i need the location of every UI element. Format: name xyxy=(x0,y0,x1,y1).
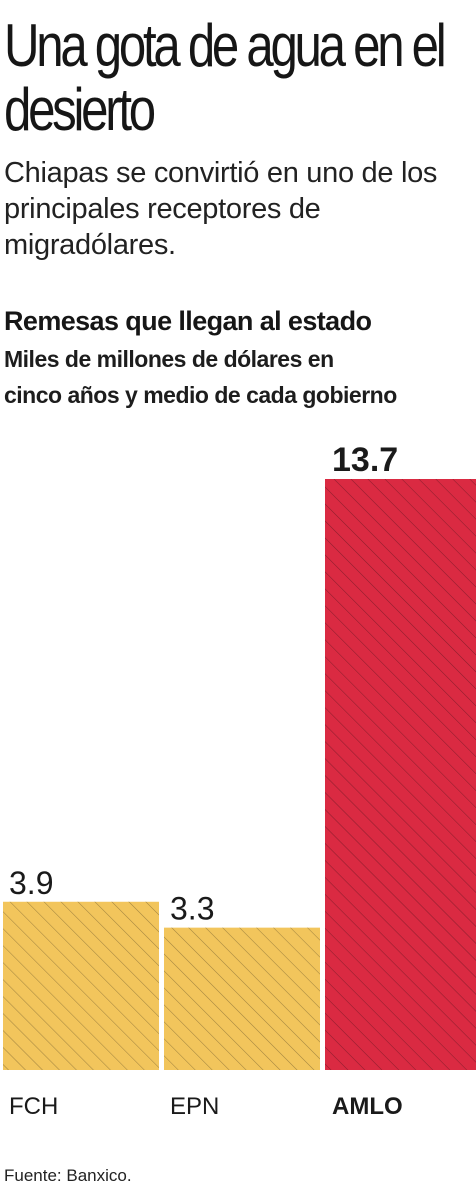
chart-subtitle-line-1: Miles de millones de dólares en xyxy=(4,346,334,372)
value-label-epn: 3.3 xyxy=(170,891,214,927)
bar-hatch-fch xyxy=(3,901,159,1070)
bars-layer xyxy=(3,479,476,1070)
chart-title: Remesas que llegan al estado xyxy=(4,306,372,336)
category-label-amlo: AMLO xyxy=(332,1093,403,1120)
value-label-amlo: 13.7 xyxy=(332,441,398,479)
chart-subtitle: Miles de millones de dólares en cinco añ… xyxy=(4,341,476,413)
value-label-fch: 3.9 xyxy=(9,865,53,901)
headline: Una gota de agua en el desierto xyxy=(4,12,447,143)
remittances-bar-chart: 3.9 FCH 3.3 EPN 13.7 AMLO xyxy=(3,441,476,1120)
category-label-fch: FCH xyxy=(9,1093,58,1120)
source-note: Fuente: Banxico. xyxy=(4,1166,132,1185)
labels-layer: 3.9 FCH 3.3 EPN 13.7 AMLO xyxy=(9,441,403,1120)
category-label-epn: EPN xyxy=(170,1093,219,1120)
bar-hatch-epn xyxy=(164,927,320,1070)
subtitle: Chiapas se convirtió en uno de los princ… xyxy=(4,157,438,261)
chart-subtitle-line-2: cinco años y medio de cada gobierno xyxy=(4,382,397,408)
bar-hatch-amlo xyxy=(325,479,476,1070)
